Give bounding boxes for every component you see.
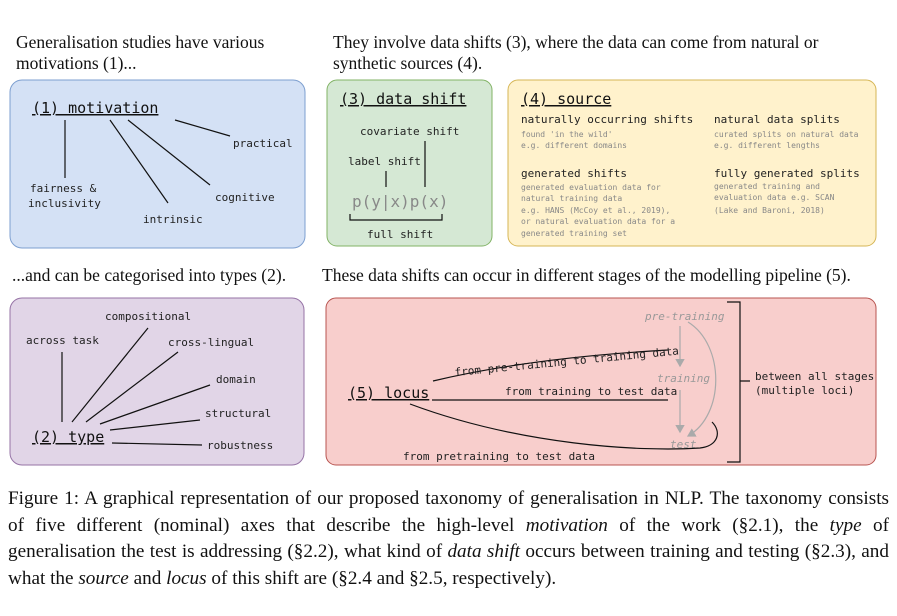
formula: p(y|x)p(x) [352,192,448,211]
box-title: (5) locus [348,384,429,402]
connector [174,119,231,137]
type-item: structural [205,407,271,420]
connector [127,119,211,186]
motivation-item: fairness & [30,182,97,195]
caption-text: type [829,514,862,536]
stage-label: pre-training [644,310,725,323]
caption-text: of generalisation the test is addressing… [8,514,890,563]
motivation-item: inclusivity [28,197,101,210]
source-detail: generated training set [521,229,627,238]
summary-label: between all stages [755,370,874,383]
type-box [9,297,305,466]
intro-text: ...and can be categorised into types (2)… [12,265,286,285]
caption-text: of this shift are (§2.4 and §2.5, respec… [206,567,557,589]
figure-caption: Figure 1: A graphical representation of … [8,486,889,592]
motivation-item: practical [233,137,293,150]
locus-box [325,297,877,466]
caption-text: Figure 1: A graphical representation of … [8,488,889,536]
box-title: (4) source [521,90,611,108]
intro-text: Generalisation studies have various [16,32,265,52]
source-detail: found 'in the wild' [521,130,613,139]
source-heading: generated shifts [521,167,627,180]
source-detail: (Lake and Baroni, 2018) [714,206,825,215]
caption-text: and [128,567,167,589]
caption-text: source [78,567,129,589]
stage-label: test [670,438,697,451]
shift-label: covariate shift [360,125,459,138]
source-detail: e.g. HANS (McCoy et al., 2019), [521,206,670,215]
connector [432,349,669,382]
type-item: domain [216,373,256,386]
bracket [349,214,443,221]
source-box [507,79,877,247]
connector [99,384,211,425]
intro-text: synthetic sources (4). [333,53,482,73]
connector [71,327,149,423]
connector [111,442,203,446]
source-detail: curated splits on natural data [714,130,859,139]
intro-text: These data shifts can occur in different… [322,265,851,285]
type-item: cross-lingual [168,336,254,349]
connector [85,351,179,423]
arrow [686,321,717,437]
intro-text: motivations (1)... [16,53,137,73]
motivation-box [9,79,306,249]
box-title: (2) type [32,428,104,446]
type-item: across task [26,334,99,347]
caption-text: motivation [525,514,608,536]
source-heading: fully generated splits [714,167,860,180]
caption-text: locus [166,567,207,589]
source-detail: natural training data [521,194,622,203]
shift-label: full shift [367,228,433,241]
data-shift-box [326,79,493,247]
connector [409,403,718,450]
box-title: (1) motivation [32,99,158,117]
type-item: robustness [207,439,273,452]
source-detail: e.g. different domains [521,141,627,150]
source-detail: generated training and [714,182,820,191]
source-detail: e.g. different lengths [714,141,820,150]
motivation-item: cognitive [215,191,275,204]
stage-label: training [657,372,710,385]
caption-text: of the work (§2.1), the [607,514,830,536]
diagram: Generalisation studies have various moti… [9,32,877,466]
source-detail: evaluation data e.g. SCAN [714,193,835,202]
caption-text: data shift [447,541,520,562]
motivation-item: intrinsic [143,213,203,226]
bracket [727,301,750,463]
caption-text: occurs between training and testing (§2.… [8,541,889,589]
source-heading: naturally occurring shifts [521,113,693,126]
source-detail: or natural evaluation data for a [521,217,675,226]
shift-label: label shift [348,155,421,168]
connector [109,419,201,431]
transition-label: from pretraining to test data [403,450,595,463]
summary-label: (multiple loci) [755,384,854,397]
connector [109,119,169,204]
intro-text: They involve data shifts (3), where the … [333,32,819,52]
transition-label: from training to test data [505,385,677,398]
type-item: compositional [105,310,191,323]
source-detail: generated evaluation data for [521,183,661,192]
source-heading: natural data splits [714,113,840,126]
box-title: (3) data shift [340,90,466,108]
